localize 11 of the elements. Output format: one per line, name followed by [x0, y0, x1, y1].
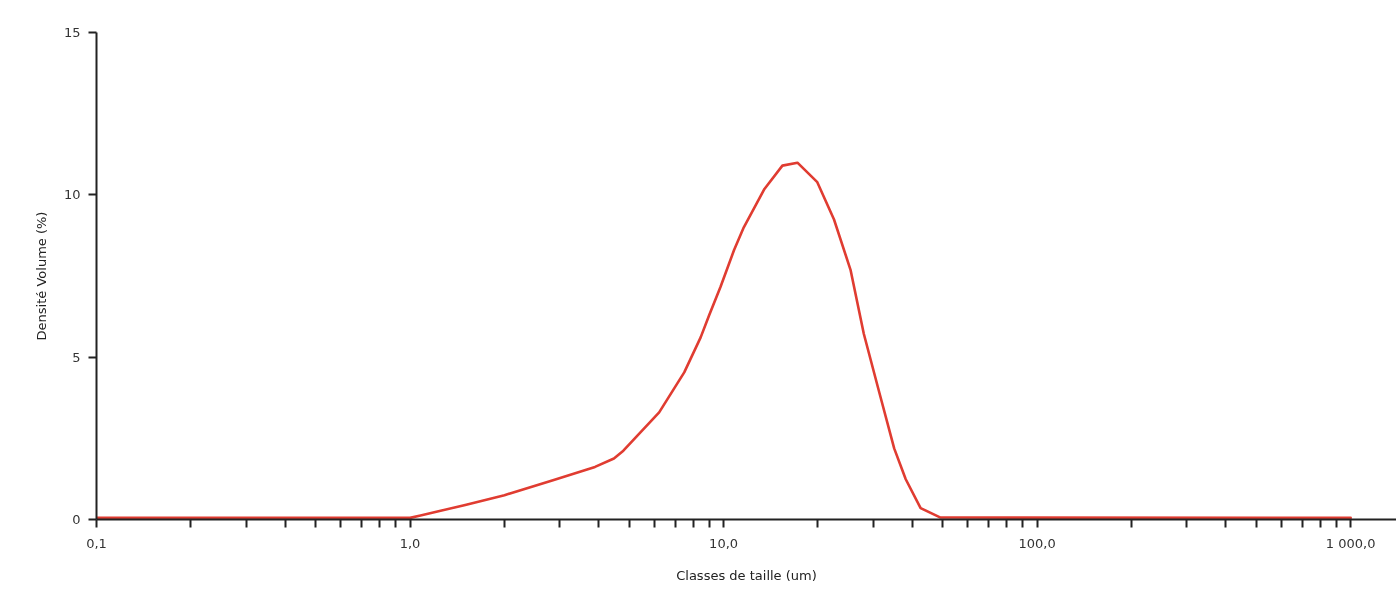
- y-tick-label: 5: [72, 349, 81, 365]
- x-tick-label: 0,1: [86, 535, 107, 551]
- y-tick-label: 15: [63, 25, 81, 40]
- y-tick-label: 10: [63, 187, 81, 203]
- y-tick-label: 0: [72, 512, 81, 527]
- x-tick-label: 100,0: [1018, 535, 1056, 551]
- x-tick-label: 1,0: [399, 535, 421, 551]
- x-tick-label: 1 000,0: [1325, 535, 1376, 551]
- x-tick-label: 10,0: [709, 535, 739, 551]
- y-axis-title: Densité Volume (%): [33, 211, 49, 341]
- x-axis-title: Classes de taille (um): [676, 567, 817, 583]
